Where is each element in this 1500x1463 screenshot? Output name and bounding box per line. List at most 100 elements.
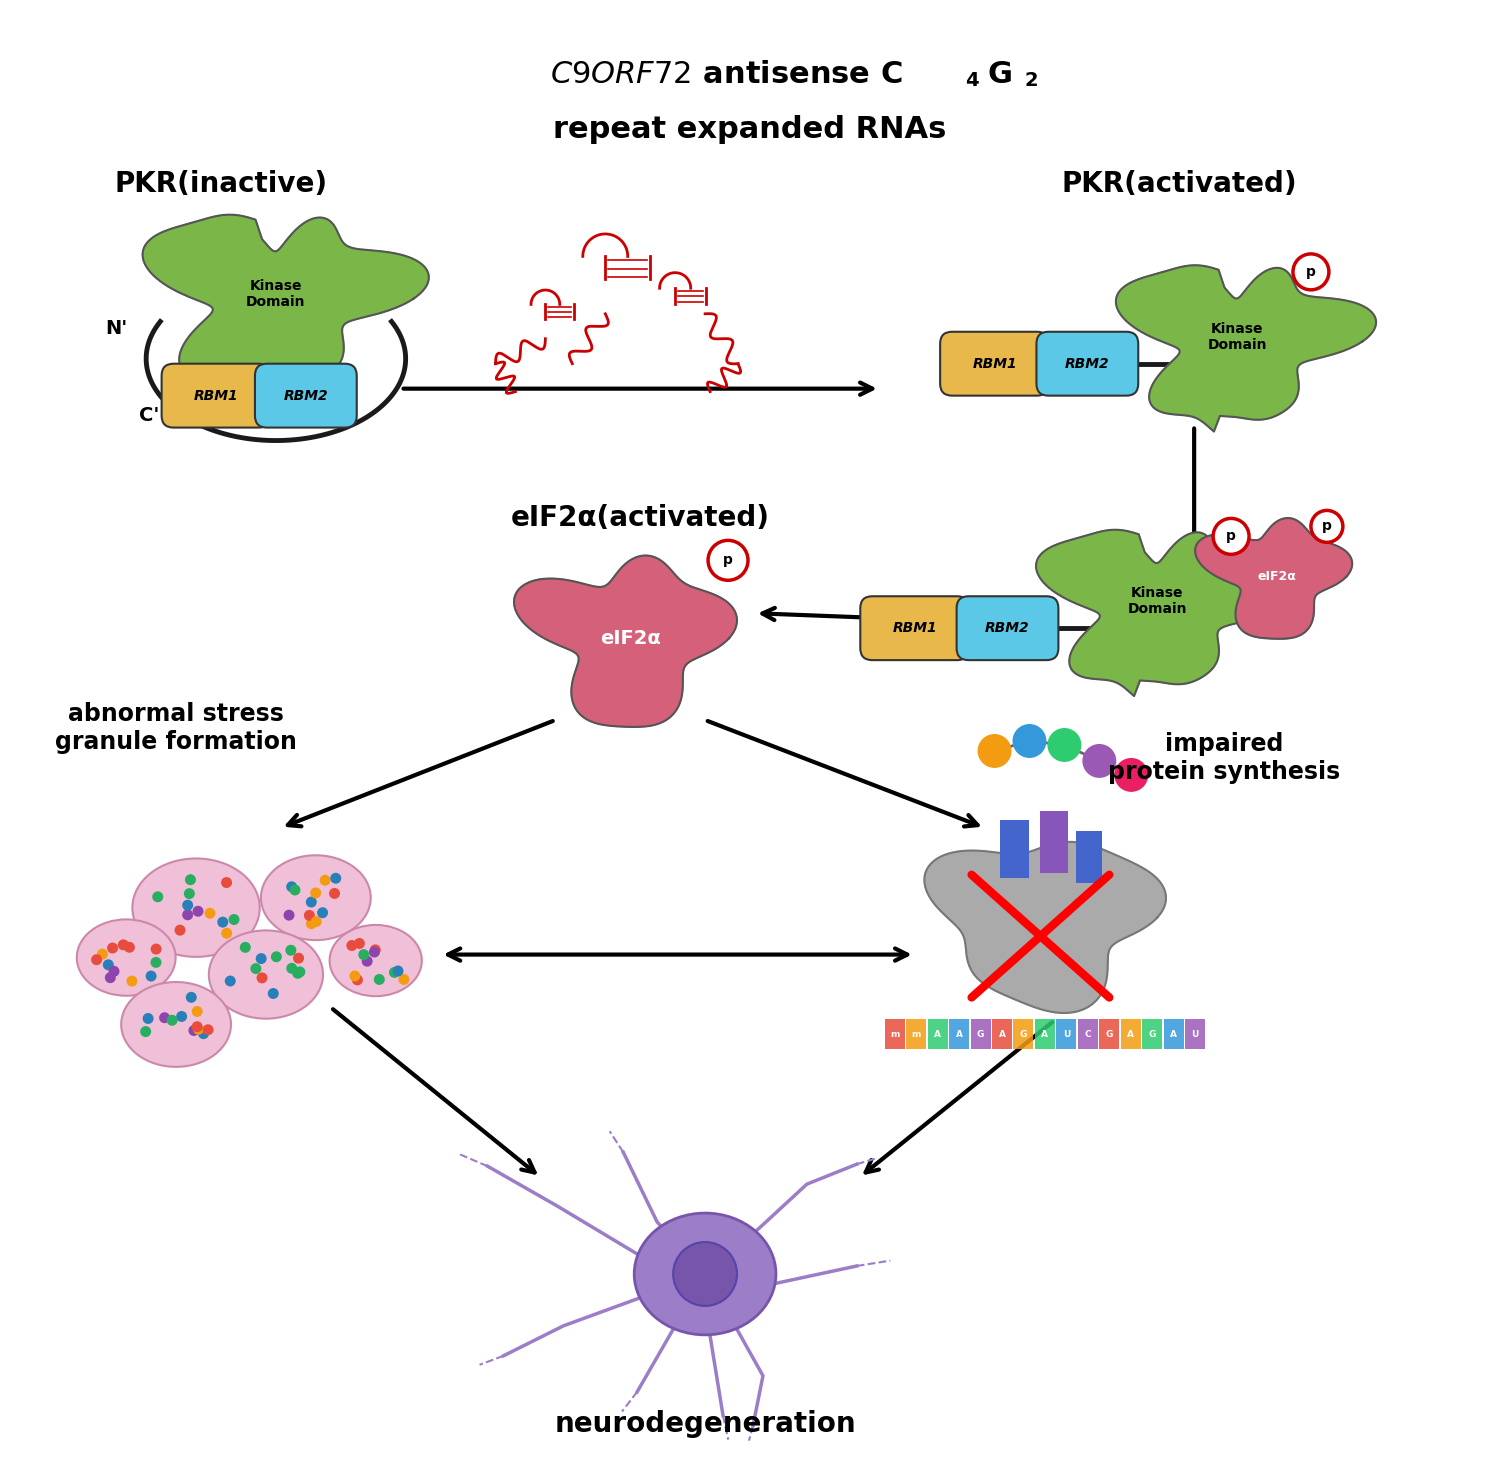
Text: p: p: [1226, 530, 1236, 543]
FancyBboxPatch shape: [1036, 332, 1138, 395]
Circle shape: [978, 734, 1011, 768]
Circle shape: [292, 969, 303, 979]
Bar: [1035, 1020, 1054, 1049]
Circle shape: [328, 888, 340, 898]
Ellipse shape: [76, 919, 176, 996]
Circle shape: [306, 897, 316, 907]
Bar: [1078, 1020, 1098, 1049]
Text: G: G: [976, 1030, 984, 1039]
Circle shape: [106, 942, 118, 954]
Text: repeat expanded RNAs: repeat expanded RNAs: [554, 114, 946, 143]
Bar: [999, 819, 1029, 878]
Text: Kinase
Domain: Kinase Domain: [1208, 322, 1268, 351]
Text: A: A: [956, 1030, 963, 1039]
Circle shape: [92, 954, 102, 966]
Bar: [1164, 1020, 1184, 1049]
Circle shape: [256, 973, 267, 983]
Bar: [1077, 831, 1102, 882]
Text: A: A: [1128, 1030, 1134, 1039]
Circle shape: [126, 976, 138, 986]
Text: $\it{C9ORF72}$ antisense C: $\it{C9ORF72}$ antisense C: [550, 60, 903, 89]
Circle shape: [310, 916, 321, 928]
Bar: [885, 1020, 904, 1049]
Circle shape: [184, 875, 196, 885]
Text: impaired
protein synthesis: impaired protein synthesis: [1108, 732, 1340, 784]
Ellipse shape: [330, 925, 422, 996]
Bar: [1143, 1020, 1162, 1049]
FancyBboxPatch shape: [255, 364, 357, 427]
Circle shape: [316, 907, 328, 919]
Text: G: G: [1020, 1030, 1028, 1039]
Polygon shape: [1196, 518, 1352, 639]
Circle shape: [251, 963, 261, 974]
Text: RBM1: RBM1: [972, 357, 1017, 370]
Circle shape: [674, 1242, 736, 1306]
Circle shape: [1083, 745, 1116, 778]
Text: m: m: [912, 1030, 921, 1039]
Circle shape: [294, 967, 306, 977]
Text: A: A: [1041, 1030, 1048, 1039]
Circle shape: [362, 955, 372, 967]
Circle shape: [352, 974, 363, 986]
Circle shape: [146, 970, 156, 982]
Circle shape: [240, 942, 250, 952]
Circle shape: [306, 919, 316, 929]
Bar: [927, 1020, 948, 1049]
Circle shape: [358, 949, 369, 960]
Polygon shape: [1116, 265, 1376, 432]
Circle shape: [142, 1012, 153, 1024]
Circle shape: [393, 966, 404, 976]
Bar: [992, 1020, 1012, 1049]
Text: G: G: [987, 60, 1012, 89]
Circle shape: [225, 976, 236, 986]
Circle shape: [370, 945, 381, 955]
Circle shape: [186, 992, 196, 1002]
Circle shape: [166, 1015, 177, 1026]
Circle shape: [194, 1024, 204, 1034]
Circle shape: [1114, 758, 1148, 791]
Circle shape: [150, 944, 162, 954]
Circle shape: [182, 900, 194, 910]
Text: C: C: [1084, 1030, 1090, 1039]
Text: eIF2α: eIF2α: [1257, 569, 1296, 582]
Text: eIF2α(activated): eIF2α(activated): [510, 505, 770, 533]
FancyBboxPatch shape: [940, 332, 1048, 395]
Circle shape: [399, 974, 410, 985]
Circle shape: [192, 906, 204, 917]
Circle shape: [290, 885, 300, 895]
Ellipse shape: [122, 982, 231, 1067]
Circle shape: [159, 1012, 170, 1023]
FancyBboxPatch shape: [162, 364, 270, 427]
Circle shape: [217, 917, 228, 928]
Ellipse shape: [209, 930, 322, 1018]
Circle shape: [388, 967, 400, 977]
Circle shape: [320, 875, 330, 885]
Circle shape: [354, 938, 364, 949]
Text: Kinase
Domain: Kinase Domain: [246, 279, 306, 309]
Circle shape: [330, 873, 342, 884]
Circle shape: [310, 888, 321, 898]
Text: abnormal stress
granule formation: abnormal stress granule formation: [56, 702, 297, 753]
Polygon shape: [514, 556, 736, 727]
Bar: [1056, 1020, 1077, 1049]
Text: A: A: [1170, 1030, 1178, 1039]
Circle shape: [369, 947, 380, 957]
Bar: [1014, 1020, 1034, 1049]
Text: m: m: [890, 1030, 900, 1039]
Circle shape: [204, 909, 216, 919]
Text: PKR(inactive): PKR(inactive): [114, 170, 327, 198]
Text: eIF2α: eIF2α: [600, 629, 660, 648]
Circle shape: [192, 1021, 202, 1033]
Text: neurodegeneration: neurodegeneration: [555, 1410, 856, 1438]
Circle shape: [284, 910, 294, 920]
Bar: [1041, 811, 1068, 873]
Circle shape: [104, 960, 114, 970]
Text: C': C': [140, 407, 159, 426]
Text: U: U: [1191, 1030, 1198, 1039]
Bar: [1100, 1020, 1119, 1049]
Text: Kinase
Domain: Kinase Domain: [1128, 587, 1186, 616]
Circle shape: [140, 1026, 152, 1037]
Circle shape: [182, 910, 194, 920]
Circle shape: [184, 888, 195, 900]
Circle shape: [708, 540, 748, 581]
